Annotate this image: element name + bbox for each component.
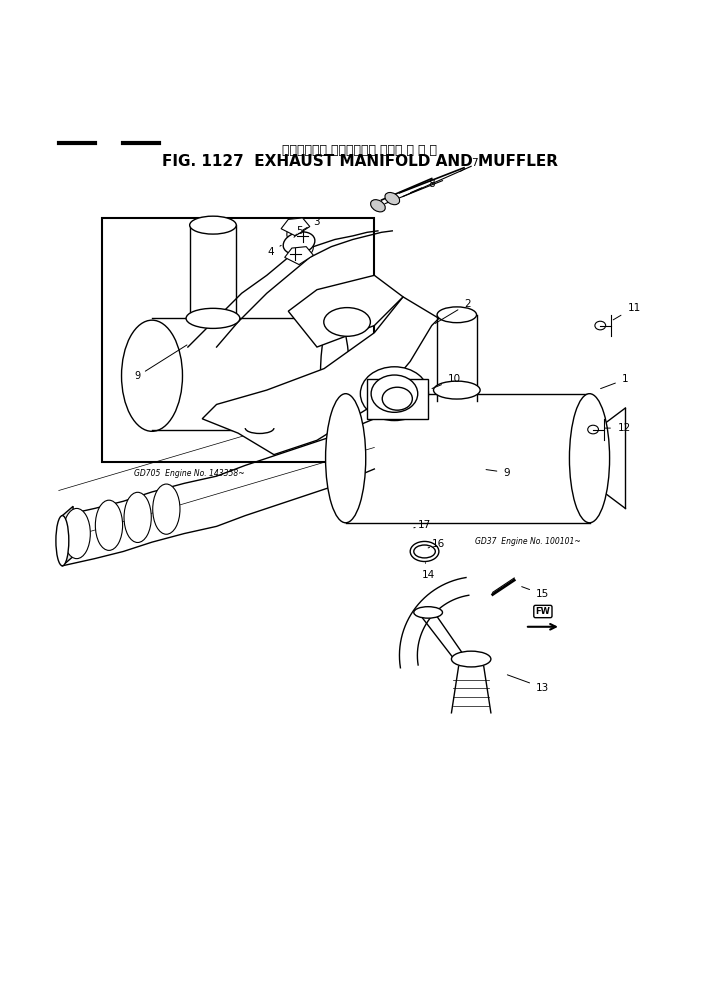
Ellipse shape [95, 500, 122, 550]
Ellipse shape [588, 425, 598, 434]
Ellipse shape [414, 606, 443, 618]
Text: 10: 10 [432, 375, 462, 388]
Text: 16: 16 [428, 540, 446, 549]
Text: GD705  Engine No. 143358~: GD705 Engine No. 143358~ [134, 469, 245, 478]
Polygon shape [281, 218, 310, 235]
Ellipse shape [595, 321, 606, 330]
Ellipse shape [320, 317, 349, 428]
Text: FW: FW [536, 607, 550, 616]
Text: 14: 14 [421, 563, 435, 580]
Ellipse shape [451, 651, 491, 667]
Ellipse shape [437, 307, 477, 323]
Ellipse shape [325, 393, 366, 523]
Polygon shape [63, 506, 73, 566]
Ellipse shape [410, 542, 439, 561]
Text: 17: 17 [414, 520, 431, 530]
Text: 9: 9 [486, 468, 510, 478]
Text: 15: 15 [522, 587, 549, 599]
Ellipse shape [385, 192, 400, 205]
Ellipse shape [122, 320, 182, 432]
Bar [437, 315, 477, 401]
Text: FIG. 1127  EXHAUST MANIFOLD AND MUFFLER: FIG. 1127 EXHAUST MANIFOLD AND MUFFLER [162, 154, 558, 169]
Ellipse shape [153, 484, 180, 535]
Bar [189, 225, 236, 319]
Text: 13: 13 [508, 675, 549, 693]
Text: 8: 8 [410, 179, 435, 192]
Ellipse shape [371, 375, 418, 412]
Text: 12: 12 [605, 423, 631, 433]
Text: 5: 5 [294, 226, 302, 237]
Bar [346, 393, 590, 523]
Text: 9: 9 [134, 345, 187, 382]
Ellipse shape [63, 508, 90, 558]
Text: 7: 7 [460, 158, 478, 172]
Ellipse shape [382, 387, 413, 410]
Bar [367, 380, 428, 419]
Text: エキゾースト マニホールド および マ フ ラ: エキゾースト マニホールド および マ フ ラ [282, 144, 438, 157]
Ellipse shape [186, 308, 240, 329]
Ellipse shape [360, 367, 428, 421]
Circle shape [287, 226, 304, 243]
Text: 2: 2 [436, 299, 471, 324]
Ellipse shape [283, 232, 315, 254]
Ellipse shape [56, 516, 69, 566]
Ellipse shape [433, 382, 480, 399]
Text: 3: 3 [302, 217, 320, 231]
Polygon shape [288, 276, 403, 347]
Ellipse shape [371, 200, 385, 212]
Ellipse shape [414, 545, 436, 558]
Bar [102, 218, 374, 462]
Text: 4: 4 [267, 245, 282, 257]
Ellipse shape [324, 308, 370, 336]
Ellipse shape [189, 216, 236, 234]
Polygon shape [284, 246, 313, 265]
Circle shape [292, 235, 313, 257]
Ellipse shape [570, 393, 610, 523]
Text: 11: 11 [613, 302, 641, 320]
Polygon shape [202, 297, 439, 454]
Text: GD37  Engine No. 100101~: GD37 Engine No. 100101~ [474, 538, 580, 546]
Ellipse shape [124, 492, 151, 542]
Bar [152, 319, 335, 430]
Text: 1: 1 [600, 375, 629, 388]
